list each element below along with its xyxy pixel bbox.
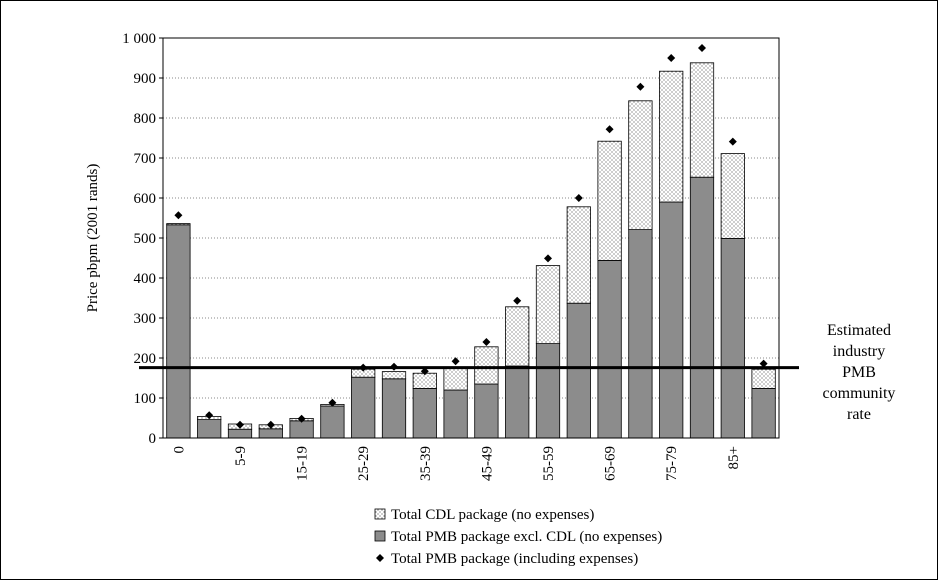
bar-cdl-package [751,368,776,389]
marker-total-pmb [574,194,583,202]
x-tick-label: 75-79 [664,446,680,481]
markers [174,44,768,429]
reference-line-label: community [823,385,896,402]
x-tick-label: 45-49 [479,446,495,481]
bar-pmb-excl-cdl [351,376,376,439]
bar-cdl-package [720,153,745,239]
x-tick-label: 85+ [726,446,742,469]
bar-cdl-package [381,371,407,380]
marker-total-pmb [605,125,614,134]
marker-total-pmb [328,398,337,407]
legend-entry-label: Total PMB package (including expenses) [391,551,638,567]
bar-pmb-excl-cdl [320,405,345,439]
axes: 0 100 200 300 400 500 600 700 800 900 1 000 0 5-9 15-… [85,31,780,481]
x-tick-label: 35-39 [418,446,434,481]
plot-area-border [162,37,780,439]
y-tick-label: 1 000 [122,31,156,47]
y-tick-label: 300 [134,311,157,327]
y-tick-label: 600 [134,191,157,207]
bar-pmb-excl-cdl [289,420,314,439]
legend-entry-label: Total CDL package (no expenses) [391,507,594,523]
y-tick-label: 0 [149,431,157,447]
y-axis-label: Price pbpm (2001 rands) [85,164,101,313]
bar-cdl-package [659,70,684,203]
marker-total-pmb [205,411,214,420]
reference-line-label: industry [833,343,885,360]
x-tick-label: 55-59 [541,446,557,481]
bar-cdl-package [166,223,191,226]
y-tick-label: 900 [134,71,157,87]
legend-marker-total-pmb [376,554,384,562]
bar-cdl-package [597,140,622,261]
marker-total-pmb [513,296,522,305]
marker-total-pmb [451,357,460,366]
bar-pmb-excl-cdl [628,229,653,439]
bar-pmb-excl-cdl [412,387,437,439]
bar-pmb-excl-cdl [751,387,776,439]
bar-pmb-excl-cdl [443,389,468,439]
marker-total-pmb [236,420,244,429]
marker-total-pmb [544,254,552,263]
marker-total-pmb [759,359,768,368]
marker-total-pmb [698,44,706,52]
bar-pmb-excl-cdl [166,224,191,439]
marker-total-pmb [728,137,737,146]
bar-pmb-excl-cdl [258,428,283,439]
y-tick-label: 700 [134,151,157,167]
legend-entry-label: Total PMB package excl. CDL (no expenses… [391,529,662,545]
bars [166,62,776,439]
bar-cdl-package [443,366,468,391]
bar-pmb-excl-cdl [720,237,745,439]
marker-total-pmb [297,414,306,423]
bar-pmb-excl-cdl [689,176,715,439]
bar-pmb-excl-cdl [505,365,530,439]
bar-cdl-package [535,265,561,345]
bar-pmb-excl-cdl [535,343,561,439]
bar-cdl-package [412,372,437,389]
marker-total-pmb [266,420,275,429]
bar-pmb-excl-cdl [197,419,222,439]
gridlines [163,37,779,399]
reference-line-label: PMB [842,364,876,381]
bar-pmb-excl-cdl [474,383,499,439]
x-tick-label: 25-29 [356,446,372,481]
y-tick-label: 800 [134,111,157,127]
marker-total-pmb [667,54,676,62]
x-tick-label: 5-9 [233,446,249,466]
marker-total-pmb [174,211,183,220]
bar-pmb-excl-cdl [659,201,684,439]
bar-pmb-excl-cdl [566,302,591,439]
bar-cdl-package [628,100,653,231]
marker-total-pmb [482,338,491,346]
reference-line-label: rate [847,406,871,423]
bar-pmb-excl-cdl [597,259,622,439]
legend-swatch-cdl [374,508,386,520]
bar-cdl-package [689,62,715,178]
y-tick-label: 400 [134,271,157,287]
bar-pmb-excl-cdl [381,378,407,439]
bar-cdl-package [505,306,530,367]
marker-total-pmb [420,367,429,376]
x-tick-label: 65-69 [603,446,619,481]
y-tick-label: 500 [134,231,157,247]
bar-pmb-excl-cdl [227,428,253,439]
bar-cdl-package [566,206,591,304]
bar-cdl-package [474,346,499,385]
x-tick-label: 15-19 [295,446,311,481]
reference-line-group: Estimated industry PMB community rate [139,322,895,423]
x-tick-label: 0 [171,446,187,454]
marker-total-pmb [636,82,645,91]
legend: Total CDL package (no expenses) Total PMB… [374,507,662,567]
y-tick-label: 100 [134,391,157,407]
y-tick-label: 200 [134,351,157,367]
legend-swatch-pmb-excl-cdl [374,530,386,542]
reference-line-label: Estimated [827,322,891,339]
